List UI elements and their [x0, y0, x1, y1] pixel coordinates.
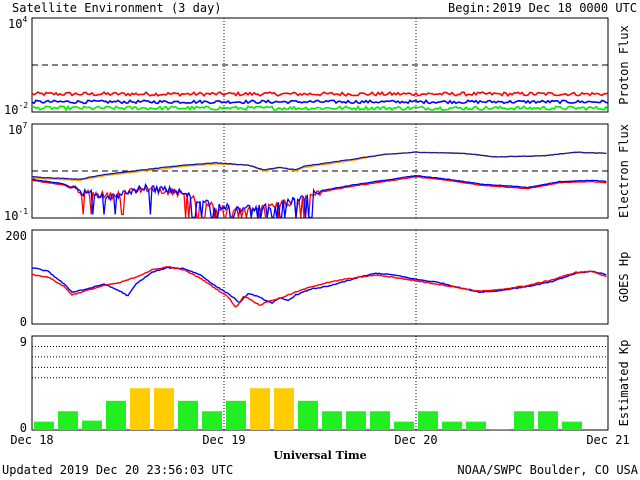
kp-bar: [58, 411, 78, 430]
chart-marks: [31, 18, 609, 430]
goes-ytick-top: 200: [5, 229, 27, 243]
chart-title: Satellite Environment (3 day): [12, 1, 222, 15]
kp-ytick-bottom: 0: [20, 421, 27, 435]
proton-series-green: [31, 104, 609, 112]
xtick-dec21: Dec 21: [586, 433, 629, 447]
electron-ytick-top: 107: [8, 121, 27, 137]
kp-bar: [106, 400, 126, 430]
electron-series-blue: [32, 175, 607, 219]
xaxis-label: Universal Time: [273, 449, 366, 462]
proton-series-blue: [31, 99, 609, 105]
proton-ytick-top: 104: [8, 15, 27, 31]
kp-bar: [34, 421, 54, 430]
goes-ytick-bottom: 0: [20, 315, 27, 329]
kp-bar: [394, 421, 414, 430]
kp-bar: [442, 421, 462, 430]
kp-bar: [82, 420, 102, 430]
proton-ytick-bottom: 10-2: [4, 101, 28, 117]
kp-bar: [562, 421, 582, 430]
xtick-dec18: Dec 18: [10, 433, 53, 447]
kp-bar: [154, 388, 174, 430]
updated-timestamp: Updated 2019 Dec 20 23:56:03 UTC: [2, 463, 233, 477]
proton-panel-frame: [31, 17, 609, 113]
kp-bar: [250, 388, 270, 430]
begin-label: Begin:: [448, 1, 491, 15]
electron-panel-frame: [31, 123, 609, 219]
electron-ytick-bottom: 10-1: [4, 207, 28, 223]
credit: NOAA/SWPC Boulder, CO USA: [457, 463, 638, 477]
goes-hp-panel-frame: [31, 229, 609, 325]
goes-series-red: [31, 266, 607, 308]
xtick-dec19: Dec 19: [202, 433, 245, 447]
proton-series-red: [31, 90, 609, 98]
kp-bar: [322, 411, 342, 430]
kp-bar: [514, 411, 534, 430]
kp-bar: [178, 400, 198, 430]
xtick-dec20: Dec 20: [394, 433, 437, 447]
begin-value: 2019 Dec 18 0000 UTC: [493, 1, 638, 15]
kp-bar: [202, 411, 222, 430]
kp-bar: [346, 411, 366, 430]
kp-bar: [274, 388, 294, 430]
kp-bar: [130, 388, 150, 430]
goes-ylabel: GOES Hp: [617, 252, 631, 303]
kp-bar: [226, 400, 246, 430]
kp-bar: [370, 411, 390, 430]
kp-panel-frame: [31, 335, 609, 431]
electron-ylabel: Electron Flux: [617, 124, 631, 218]
kp-ytick-top: 9: [20, 335, 27, 349]
electron-series-navy: [31, 151, 607, 181]
proton-ylabel: Proton Flux: [617, 25, 631, 104]
kp-bar: [418, 411, 438, 430]
kp-ylabel: Estimated Kp: [617, 340, 631, 427]
kp-bar: [538, 411, 558, 430]
kp-bar: [466, 421, 486, 430]
kp-bar: [490, 429, 510, 430]
kp-bar: [298, 400, 318, 430]
